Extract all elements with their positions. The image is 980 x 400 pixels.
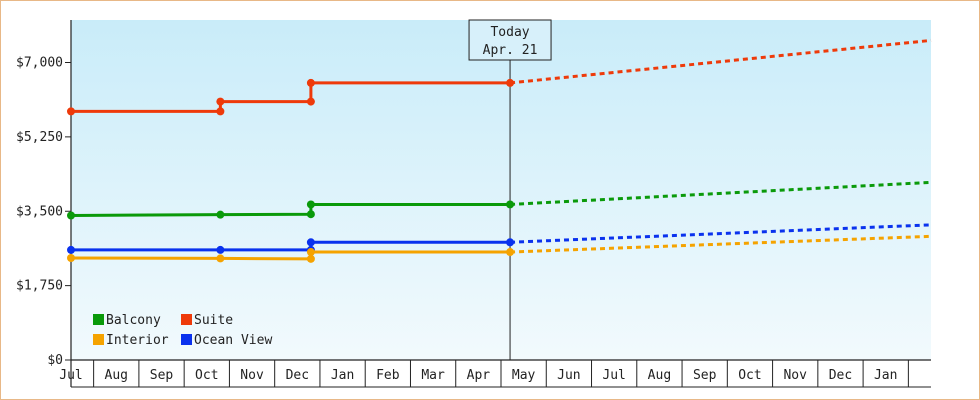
x-tick-label: Mar (421, 368, 445, 383)
x-tick-label: May (512, 368, 536, 383)
data-point (67, 107, 75, 116)
data-point (306, 238, 315, 247)
data-point (306, 200, 315, 209)
data-point (306, 210, 315, 219)
data-point (67, 254, 75, 262)
y-tick-label: $0 (47, 353, 63, 368)
y-tick-label: $5,250 (16, 130, 63, 145)
series-balcony (67, 180, 932, 220)
x-tick-label: Nov (240, 368, 264, 383)
plot-background (71, 20, 931, 360)
projection-line (509, 180, 932, 206)
x-tick-label: Aug (648, 368, 671, 383)
projection-line (509, 38, 932, 85)
x-tick-label: Jul (59, 368, 82, 383)
legend-swatch (93, 314, 104, 325)
data-point (67, 245, 75, 254)
x-tick-label: Oct (738, 368, 761, 383)
series-suite (67, 38, 932, 116)
legend-label: Suite (194, 313, 233, 328)
today-marker: Today Apr. 21 (468, 19, 552, 360)
data-point (506, 78, 515, 87)
today-date: Apr. 21 (483, 43, 538, 58)
x-tick-label: Apr (467, 368, 491, 383)
legend-swatch (181, 314, 192, 325)
x-tick-label: Jun (557, 368, 580, 383)
series-lines (67, 38, 932, 263)
data-point (306, 97, 315, 106)
x-tick-label: Jan (331, 368, 354, 383)
data-point (306, 254, 315, 263)
today-label-box (468, 19, 552, 61)
x-tick-label: Dec (829, 368, 852, 383)
data-point (506, 248, 515, 257)
data-point (216, 210, 225, 219)
legend-swatch (93, 334, 104, 345)
y-tick-label: $3,500 (16, 204, 63, 219)
data-point (67, 211, 75, 220)
data-point (306, 78, 315, 87)
data-point (506, 200, 515, 209)
y-axis: $0 $1,750 $3,500 $5,250 $7,000 (16, 20, 72, 387)
legend-item: Balcony (93, 313, 161, 328)
projection-line (509, 234, 932, 254)
legend-label: Balcony (106, 313, 161, 328)
y-tick-label: $7,000 (16, 56, 63, 71)
x-tick-label: Jul (602, 368, 625, 383)
projection-line (509, 223, 932, 244)
x-axis: Jul Aug Sep Oct Nov Dec Jan Feb Mar Apr May Jun Jul A… (59, 359, 931, 388)
x-tick-label: Dec (286, 368, 309, 383)
data-point (216, 254, 225, 263)
data-point (306, 248, 315, 257)
data-point (216, 97, 225, 106)
x-tick-label: Feb (376, 368, 400, 383)
legend-item: Suite (181, 313, 233, 328)
legend-label: Interior (106, 333, 169, 348)
history-line (71, 81, 511, 113)
series-interior (67, 234, 932, 263)
x-tick-label: Sep (693, 368, 717, 383)
x-tick-label: Nov (783, 368, 807, 383)
legend-label: Ocean View (194, 333, 272, 348)
legend: Balcony Suite Interior Ocean View (93, 313, 272, 348)
x-tick-label: Oct (195, 368, 218, 383)
data-point (506, 238, 515, 247)
x-tick-label: Jan (874, 368, 897, 383)
x-tick-label: Aug (105, 368, 128, 383)
legend-swatch (181, 334, 192, 345)
data-point (216, 245, 225, 254)
legend-item: Ocean View (181, 333, 272, 348)
x-tick-label: Sep (150, 368, 174, 383)
legend-item: Interior (93, 333, 169, 348)
y-tick-label: $1,750 (16, 279, 63, 294)
data-point (216, 107, 225, 116)
today-title: Today (490, 25, 529, 40)
